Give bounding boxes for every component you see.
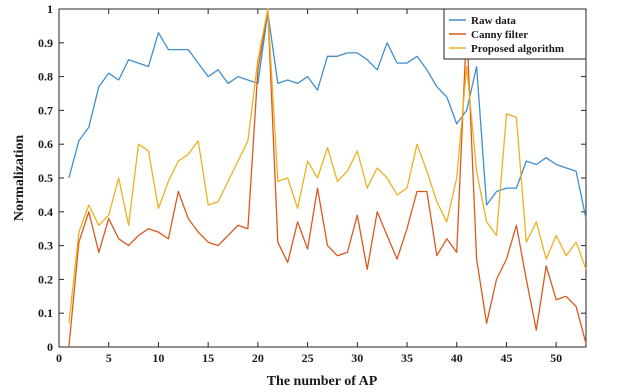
y-tick-label: 0.9 xyxy=(38,36,53,50)
x-axis-label: The number of AP xyxy=(267,374,378,389)
y-tick-label: 0.2 xyxy=(38,272,53,286)
x-tick-label: 45 xyxy=(500,351,512,365)
y-axis-label: Normalization xyxy=(12,135,27,222)
legend-label: Canny filter xyxy=(471,29,528,41)
y-tick-label: 0.8 xyxy=(38,70,53,84)
y-tick-label: 0.7 xyxy=(38,103,53,117)
y-tick-label: 0.4 xyxy=(38,205,53,219)
y-tick-label: 0.6 xyxy=(38,137,53,151)
x-tick-label: 0 xyxy=(56,351,62,365)
series-line-proposed-algorithm xyxy=(68,8,587,324)
legend-label: Proposed algorithm xyxy=(471,43,564,55)
x-axis-ticks: 0 5 10 15 20 25 30 35 40 45 50 xyxy=(56,9,562,365)
plot-area xyxy=(58,8,587,348)
y-tick-label: 0.1 xyxy=(38,306,53,320)
x-tick-label: 20 xyxy=(252,351,264,365)
y-tick-label: 0.5 xyxy=(38,171,53,185)
x-tick-label: 10 xyxy=(152,351,164,365)
x-tick-label: 40 xyxy=(451,351,463,365)
x-tick-label: 15 xyxy=(202,351,214,365)
legend: Raw data Canny filter Proposed algorithm xyxy=(443,8,587,60)
legend-box xyxy=(443,8,587,60)
x-tick-label: 50 xyxy=(550,351,562,365)
series-layer xyxy=(68,8,587,348)
y-tick-label: 0 xyxy=(47,340,53,354)
y-tick-label: 0.3 xyxy=(38,239,53,253)
x-tick-label: 5 xyxy=(106,351,112,365)
x-tick-label: 30 xyxy=(351,351,363,365)
x-tick-label: 25 xyxy=(302,351,314,365)
x-tick-label: 35 xyxy=(401,351,413,365)
series-line-canny-filter xyxy=(68,8,587,348)
y-tick-label: 1 xyxy=(47,2,53,16)
legend-label: Raw data xyxy=(471,15,516,27)
